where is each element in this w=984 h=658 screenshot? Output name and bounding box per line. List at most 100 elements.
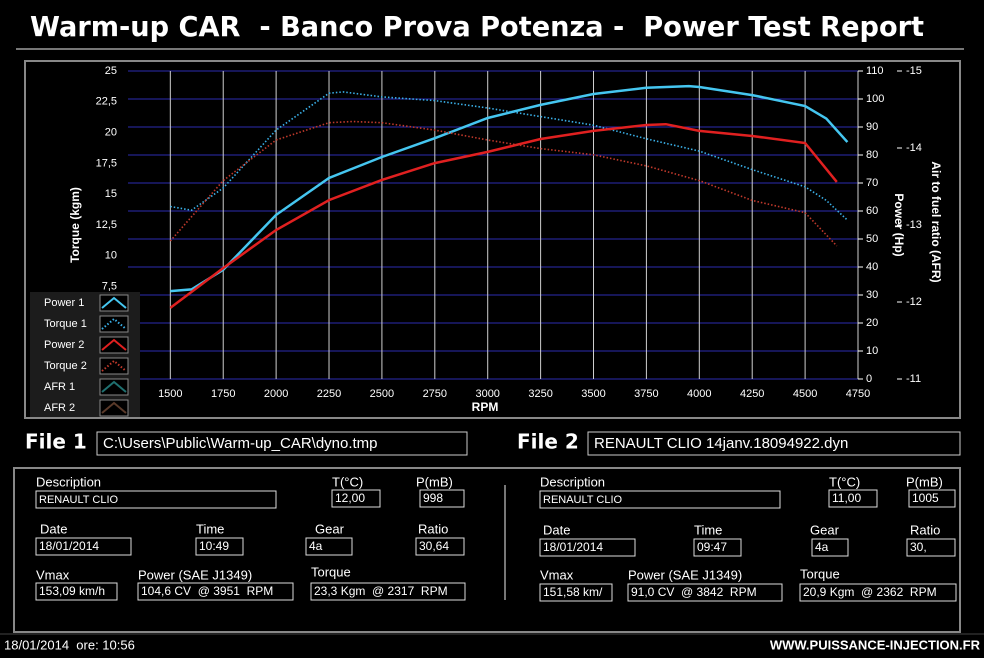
field-box (627, 583, 783, 602)
field-label: Power (SAE J1349) (138, 567, 252, 582)
series-line (170, 84, 849, 293)
series-line (169, 122, 838, 309)
legend-label: Torque 1 (44, 318, 87, 330)
field-value: 30,64 (419, 539, 449, 553)
field-value: 23,3 Kgm @ 2317 RPM (314, 584, 448, 598)
footer-website: WWW.PUISSANCE-INJECTION.FR (770, 637, 981, 652)
y3-tick-label: -13 (906, 219, 922, 231)
x-tick-label: 4500 (793, 388, 817, 400)
file-path-box (587, 431, 961, 456)
x-tick-label: 3500 (581, 388, 605, 400)
legend-label: AFR 1 (44, 381, 75, 393)
field-label: Description (36, 474, 101, 489)
y3-tick-label: -14 (906, 142, 922, 154)
field-value: 104,6 CV @ 3951 RPM (141, 584, 273, 598)
field-value: 153,09 km/h (39, 584, 105, 598)
field-value: 12,00 (335, 491, 365, 505)
field-box (828, 489, 878, 508)
legend-label: Power 2 (44, 339, 84, 351)
legend-swatch-box (99, 357, 129, 375)
field-label: Power (SAE J1349) (628, 567, 742, 582)
y-tick-label: 15 (105, 188, 117, 200)
field-box (908, 489, 956, 508)
field-value: 30, (910, 540, 927, 554)
x-tick-label: 1750 (211, 388, 235, 400)
y2-tick-label: 10 (866, 345, 878, 357)
file-path-box (96, 431, 468, 456)
y-axis-title: Torque (kgm) (68, 187, 82, 263)
x-tick-label: 4250 (740, 388, 764, 400)
legend-label: Power 1 (44, 297, 84, 309)
field-label: Vmax (540, 567, 574, 582)
field-label: Date (543, 522, 570, 537)
file-path: C:\Users\Public\Warm-up_CAR\dyno.tmp (103, 435, 378, 452)
x-tick-label: 3750 (634, 388, 658, 400)
field-value: 91,0 CV @ 3842 RPM (631, 585, 757, 599)
field-value: RENAULT CLIO (39, 494, 119, 506)
y2-tick-label: 60 (866, 205, 878, 217)
field-value: 4a (815, 540, 829, 554)
field-box (310, 582, 466, 601)
field-label: Ratio (910, 522, 940, 537)
x-tick-label: 3250 (528, 388, 552, 400)
field-label: Torque (800, 566, 840, 581)
y2-tick-label: 110 (866, 65, 884, 77)
x-tick-label: 2000 (264, 388, 288, 400)
field-label: Torque (311, 564, 351, 579)
y2-tick-label: 0 (866, 373, 872, 385)
x-tick-label: 2500 (370, 388, 394, 400)
file-label: File 2 (517, 430, 579, 454)
field-value: 20,9 Kgm @ 2362 RPM (803, 585, 937, 599)
field-box (331, 489, 381, 508)
field-box (906, 538, 956, 557)
field-value: 09:47 (697, 540, 727, 554)
x-tick-label: 2750 (423, 388, 447, 400)
field-value: 18/01/2014 (39, 539, 99, 553)
y2-tick-label: 40 (866, 261, 878, 273)
y2-tick-label: 30 (866, 289, 878, 301)
y-tick-label: 17,5 (96, 157, 117, 169)
y2-axis-title: Power (Hp) (892, 193, 906, 256)
y3-tick-label: -15 (906, 65, 922, 77)
field-label: P(mB) (416, 474, 453, 489)
y2-tick-label: 80 (866, 149, 878, 161)
y2-tick-label: 20 (866, 317, 878, 329)
legend-label: Torque 2 (44, 360, 87, 372)
field-label: T(°C) (332, 474, 363, 489)
field-label: P(mB) (906, 474, 943, 489)
field-box (799, 583, 957, 602)
field-box (35, 490, 277, 509)
y-tick-label: 20 (105, 127, 117, 139)
x-tick-label: 3000 (475, 388, 499, 400)
field-box (539, 490, 781, 509)
legend-swatch-box (99, 399, 129, 417)
field-label: T(°C) (829, 474, 860, 489)
report-title: Warm-up CAR - Banco Prova Potenza - Powe… (30, 10, 924, 43)
field-label: Vmax (36, 567, 70, 582)
field-value: 10:49 (199, 539, 229, 553)
field-label: Ratio (418, 521, 448, 536)
field-box (811, 538, 849, 557)
field-box (35, 537, 132, 556)
y3-axis-title: Air to fuel ratio (AFR) (929, 161, 943, 282)
y-tick-label: 12,5 (96, 219, 117, 231)
file-path: RENAULT CLIO 14janv.18094922.dyn (594, 435, 848, 452)
y3-tick-label: -11 (906, 373, 921, 385)
field-value: 18/01/2014 (543, 540, 603, 554)
field-box (305, 537, 353, 556)
field-box (419, 489, 465, 508)
legend-swatch (101, 296, 127, 309)
field-box (415, 537, 465, 556)
x-axis-title: RPM (472, 400, 499, 414)
field-value: RENAULT CLIO (543, 494, 623, 506)
legend-swatch-box (99, 378, 129, 396)
field-box (35, 582, 118, 601)
legend-box (30, 292, 140, 417)
field-label: Date (40, 521, 67, 536)
legend-swatch-box (99, 315, 129, 333)
y3-tick-label: -12 (906, 296, 922, 308)
field-label: Time (196, 521, 224, 536)
field-box (539, 538, 636, 557)
